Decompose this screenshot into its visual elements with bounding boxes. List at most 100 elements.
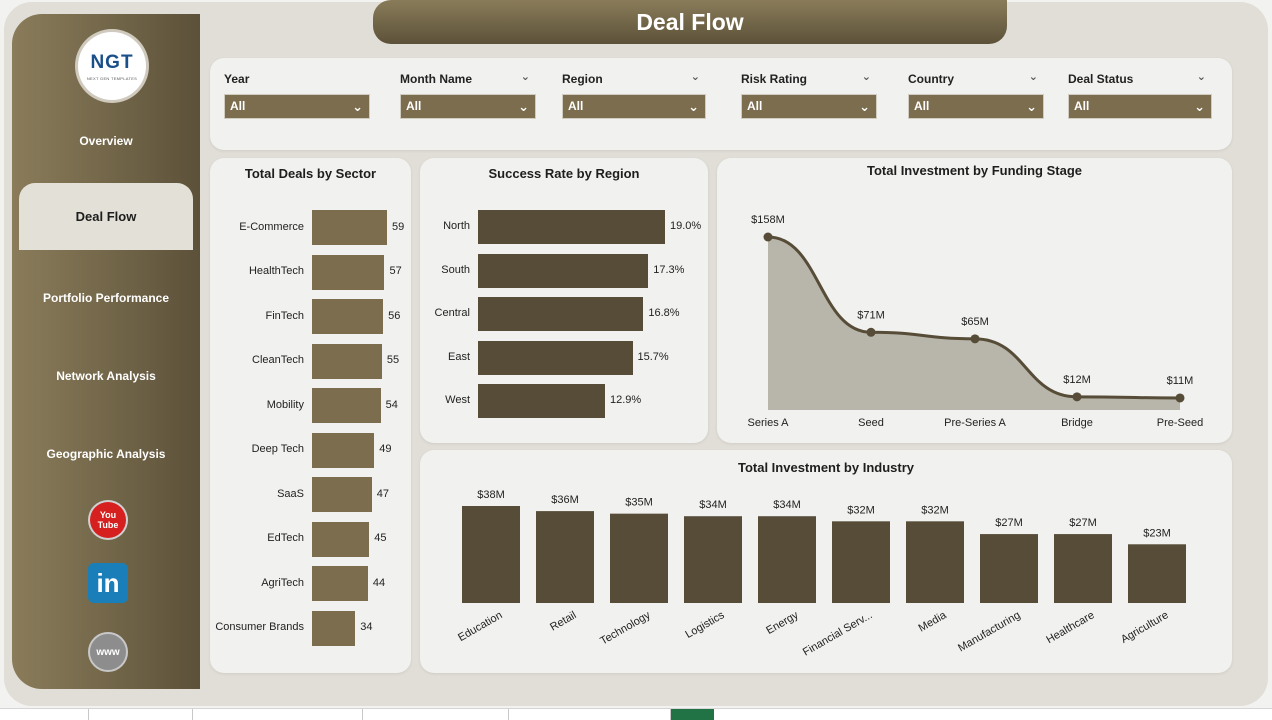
x-tick-label: Retail — [548, 609, 578, 633]
nav-network-analysis[interactable]: Network Analysis — [56, 369, 156, 383]
sheet-tab-active[interactable] — [670, 709, 714, 720]
bar[interactable] — [1054, 534, 1112, 603]
filter-year-select[interactable]: All ⌄ — [224, 94, 370, 119]
filter-risk-value: All — [747, 99, 763, 113]
bar-value-label: $32M — [921, 504, 949, 516]
data-point[interactable] — [970, 334, 980, 344]
bar-value-label: $36M — [551, 494, 579, 506]
bar-label: South — [441, 263, 470, 276]
bar-value-label: 45 — [374, 532, 387, 544]
x-tick-label: Healthcare — [1044, 609, 1096, 646]
data-point[interactable] — [1175, 393, 1185, 403]
nav-deal-flow[interactable]: Deal Flow — [19, 183, 193, 250]
filter-year[interactable]: Year All ⌄ — [224, 72, 370, 119]
bar-label: E-Commerce — [239, 220, 304, 233]
bar[interactable] — [312, 343, 382, 379]
bar[interactable] — [980, 534, 1038, 603]
filter-deal-status[interactable]: Deal Status ⌄ All ⌄ — [1068, 71, 1212, 119]
bar[interactable] — [478, 253, 649, 288]
bar[interactable] — [478, 210, 665, 244]
x-tick-label: Logistics — [683, 609, 726, 641]
bar[interactable] — [536, 511, 594, 603]
bar[interactable] — [684, 516, 742, 603]
bar-label: Central — [434, 307, 470, 319]
area-fill — [768, 237, 1180, 410]
filter-month-value: All — [406, 99, 422, 113]
bar-value-label: $32M — [847, 504, 875, 516]
bar[interactable] — [462, 506, 520, 603]
data-label: $158M — [751, 214, 785, 226]
bar[interactable] — [312, 388, 381, 423]
data-point[interactable] — [1072, 392, 1082, 402]
bar[interactable] — [312, 254, 385, 290]
nav-portfolio-performance[interactable]: Portfolio Performance — [42, 291, 170, 305]
bar[interactable] — [610, 513, 668, 603]
bar-value-label: $27M — [995, 517, 1023, 529]
sheet-tab[interactable] — [362, 709, 508, 720]
bar[interactable] — [312, 610, 356, 646]
x-tick-label: Series A — [748, 417, 790, 429]
chevron-down-icon[interactable]: ⌄ — [1028, 71, 1038, 83]
bar[interactable] — [1128, 544, 1186, 603]
bar[interactable] — [478, 297, 644, 331]
chevron-down-icon: ⌄ — [859, 99, 870, 114]
bar[interactable] — [312, 566, 368, 601]
nav-geographic-analysis[interactable]: Geographic Analysis — [46, 447, 166, 461]
logo[interactable]: NGT NEXT GEN TEMPLATES — [78, 32, 146, 100]
bar-label: Consumer Brands — [215, 621, 304, 633]
logo-text: NGT — [90, 51, 134, 73]
bar[interactable] — [478, 340, 633, 375]
bar[interactable] — [758, 516, 816, 603]
bar-value-label: 34 — [360, 621, 373, 633]
bar[interactable] — [832, 521, 890, 603]
x-tick-label: Education — [456, 609, 504, 644]
x-tick-label: Energy — [764, 609, 801, 637]
filter-risk-rating[interactable]: Risk Rating ⌄ All ⌄ — [741, 71, 877, 119]
bar-value-label: $34M — [699, 499, 727, 511]
page-title: Deal Flow — [636, 8, 744, 35]
filter-month-select[interactable]: All ⌄ — [400, 94, 536, 119]
chevron-down-icon[interactable]: ⌄ — [520, 71, 530, 83]
bar-value-label: 44 — [372, 576, 386, 589]
bar[interactable] — [312, 210, 387, 245]
chevron-down-icon[interactable]: ⌄ — [690, 71, 700, 83]
bar[interactable] — [312, 299, 384, 334]
chevron-down-icon: ⌄ — [688, 99, 699, 114]
bar-label: CleanTech — [252, 354, 304, 366]
sheet-tab[interactable] — [192, 709, 362, 720]
filter-risk-select[interactable]: All ⌄ — [741, 94, 877, 119]
filter-region-select[interactable]: All ⌄ — [562, 94, 706, 119]
bar[interactable] — [312, 432, 375, 468]
chevron-down-icon[interactable]: ⌄ — [1196, 71, 1206, 83]
x-tick-label: Pre-Series A — [944, 417, 1006, 429]
filter-month[interactable]: Month Name ⌄ All ⌄ — [400, 71, 536, 119]
filter-risk-label: Risk Rating — [741, 72, 808, 86]
bar[interactable] — [312, 477, 372, 512]
globe-text: www — [96, 646, 120, 658]
sheet-tab[interactable] — [508, 709, 670, 720]
bar[interactable] — [478, 384, 605, 418]
chevron-down-icon[interactable]: ⌄ — [861, 71, 871, 83]
bar-value-label: $27M — [1069, 517, 1097, 529]
bar-value-label: $34M — [773, 499, 801, 511]
bar[interactable] — [312, 521, 370, 557]
bar-value-label: 12.9% — [609, 394, 642, 406]
filter-status-select[interactable]: All ⌄ — [1068, 94, 1212, 119]
youtube-icon[interactable]: You Tube — [88, 500, 128, 540]
chevron-down-icon: ⌄ — [1026, 99, 1037, 114]
data-point[interactable] — [866, 327, 876, 337]
filters-panel: Year All ⌄ Month Name ⌄ All ⌄ Region ⌄ All ⌄ … — [210, 58, 1232, 150]
filter-country-select[interactable]: All ⌄ — [908, 94, 1044, 119]
nav-overview[interactable]: Overview — [79, 134, 133, 148]
bar-value-label: 49 — [379, 443, 392, 455]
filter-region[interactable]: Region ⌄ All ⌄ — [562, 71, 706, 119]
sheet-tab[interactable] — [88, 709, 192, 720]
globe-icon[interactable]: www — [88, 632, 128, 672]
linkedin-icon[interactable]: in — [88, 563, 128, 603]
bar-value-label: 59 — [392, 220, 405, 233]
filter-country[interactable]: Country ⌄ All ⌄ — [908, 71, 1044, 119]
data-point[interactable] — [763, 232, 773, 242]
chart-title: Total Investment by Funding Stage — [867, 163, 1082, 178]
bar[interactable] — [906, 521, 964, 603]
